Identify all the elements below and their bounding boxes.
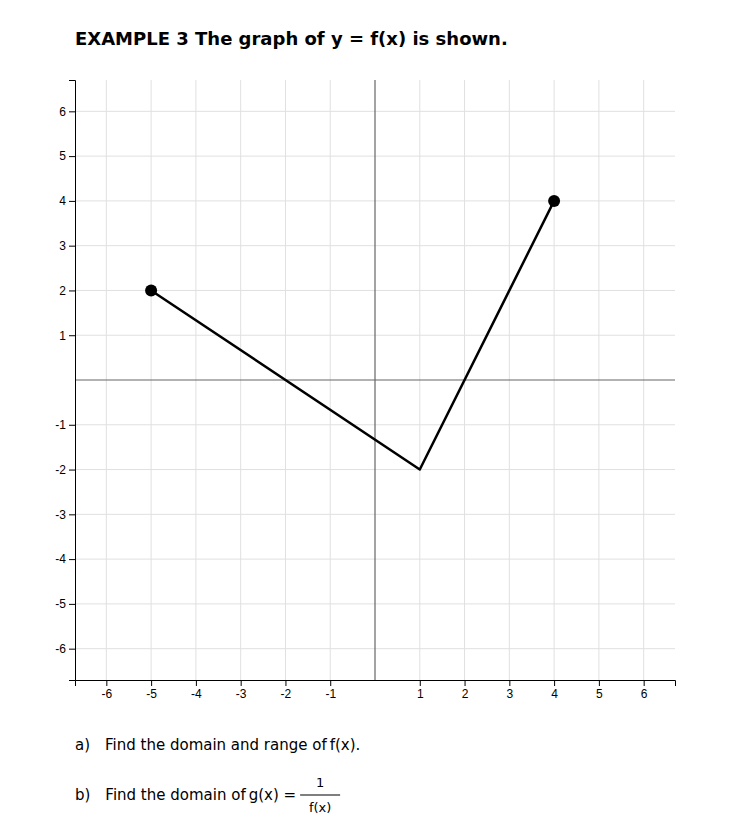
tick-mark bbox=[420, 680, 421, 686]
tick-mark bbox=[69, 425, 75, 426]
tick: -3 bbox=[236, 680, 247, 701]
tick-mark bbox=[69, 470, 75, 471]
tick-mark bbox=[196, 680, 197, 686]
annotations: a) Find the domain and range of f(x). b) … bbox=[75, 736, 360, 815]
grid bbox=[75, 80, 675, 680]
tick: -6 bbox=[102, 680, 113, 701]
tick: -4 bbox=[191, 680, 202, 701]
tick: -4 bbox=[55, 552, 75, 566]
tick-mark bbox=[69, 335, 75, 336]
tick: -1 bbox=[55, 418, 75, 432]
tick-label: -3 bbox=[236, 687, 247, 701]
tick-label: 5 bbox=[596, 687, 603, 701]
tick: -1 bbox=[325, 680, 336, 701]
title: EXAMPLE 3 The graph of y = f(x) is shown… bbox=[75, 28, 508, 49]
endpoint bbox=[145, 284, 157, 296]
tick-mark bbox=[69, 201, 75, 202]
fraction-denominator: f(x) bbox=[309, 800, 331, 815]
tick-label: -1 bbox=[325, 687, 336, 701]
function-line bbox=[151, 201, 554, 470]
axis-line bbox=[69, 81, 76, 681]
y-axis: -6 -5 -4 -3 -2 -1 1 2 3 4 5 6 bbox=[55, 81, 75, 681]
tick-mark bbox=[599, 680, 600, 686]
tick-label: 2 bbox=[59, 284, 66, 298]
tick-label: 1 bbox=[417, 687, 424, 701]
tick-label: 6 bbox=[641, 687, 648, 701]
tick: 2 bbox=[59, 284, 75, 298]
tick-label: -5 bbox=[55, 597, 66, 611]
tick-mark bbox=[69, 246, 75, 247]
tick-label: 2 bbox=[462, 687, 469, 701]
tick-label: -5 bbox=[146, 687, 157, 701]
tick-mark bbox=[69, 604, 75, 605]
tick-mark bbox=[644, 680, 645, 686]
tick-mark bbox=[465, 680, 466, 686]
zero-line bbox=[374, 80, 375, 680]
tick: 2 bbox=[462, 680, 469, 701]
tick: -6 bbox=[55, 642, 75, 656]
tick-mark bbox=[69, 111, 75, 112]
tick: 5 bbox=[596, 680, 603, 701]
tick-label: -4 bbox=[191, 687, 202, 701]
tick: 3 bbox=[506, 680, 513, 701]
tick-label: -6 bbox=[55, 642, 66, 656]
tick: -5 bbox=[55, 597, 75, 611]
tick-mark bbox=[509, 680, 510, 686]
tick-label: -2 bbox=[281, 687, 292, 701]
tick: -2 bbox=[55, 463, 75, 477]
tick: -2 bbox=[281, 680, 292, 701]
tick: -3 bbox=[55, 508, 75, 522]
axis-line bbox=[76, 681, 676, 687]
tick-label: 5 bbox=[59, 149, 66, 163]
tick-mark bbox=[69, 649, 75, 650]
plot-area bbox=[145, 195, 560, 470]
tick: -5 bbox=[146, 680, 157, 701]
tick-mark bbox=[69, 290, 75, 291]
tick-label: -4 bbox=[55, 552, 66, 566]
fraction-numerator: 1 bbox=[316, 775, 324, 790]
x-axis: -6 -5 -4 -3 -2 -1 1 2 3 4 5 6 bbox=[76, 680, 676, 701]
endpoint bbox=[548, 195, 560, 207]
fraction-bar bbox=[300, 794, 340, 795]
tick-mark bbox=[330, 680, 331, 686]
tick: 6 bbox=[59, 105, 75, 119]
annotation: a) Find the domain and range of f(x). bbox=[75, 736, 360, 754]
tick: 3 bbox=[59, 239, 75, 253]
tick-label: -3 bbox=[55, 508, 66, 522]
tick-label: -6 bbox=[102, 687, 113, 701]
tick-label: 4 bbox=[551, 687, 558, 701]
chart: EXAMPLE 3 The graph of y = f(x) is shown… bbox=[0, 0, 750, 822]
tick: 4 bbox=[551, 680, 558, 701]
tick-label: 3 bbox=[59, 239, 66, 253]
annotation: b) Find the domain of g(x) = bbox=[75, 786, 296, 804]
tick-mark bbox=[69, 559, 75, 560]
tick: 1 bbox=[417, 680, 424, 701]
tick-mark bbox=[151, 680, 152, 686]
tick-mark bbox=[106, 680, 107, 686]
tick-label: 3 bbox=[506, 687, 513, 701]
tick: 4 bbox=[59, 194, 75, 208]
tick-label: -1 bbox=[55, 418, 66, 432]
tick: 5 bbox=[59, 149, 75, 163]
tick-label: -2 bbox=[55, 463, 66, 477]
tick-mark bbox=[554, 680, 555, 686]
tick-mark bbox=[241, 680, 242, 686]
tick-mark bbox=[69, 514, 75, 515]
zero-lines bbox=[75, 80, 675, 680]
tick-label: 6 bbox=[59, 105, 66, 119]
tick: 6 bbox=[641, 680, 648, 701]
tick-mark bbox=[285, 680, 286, 686]
tick-label: 4 bbox=[59, 194, 66, 208]
tick-label: 1 bbox=[59, 329, 66, 343]
tick-mark bbox=[69, 156, 75, 157]
tick: 1 bbox=[59, 329, 75, 343]
